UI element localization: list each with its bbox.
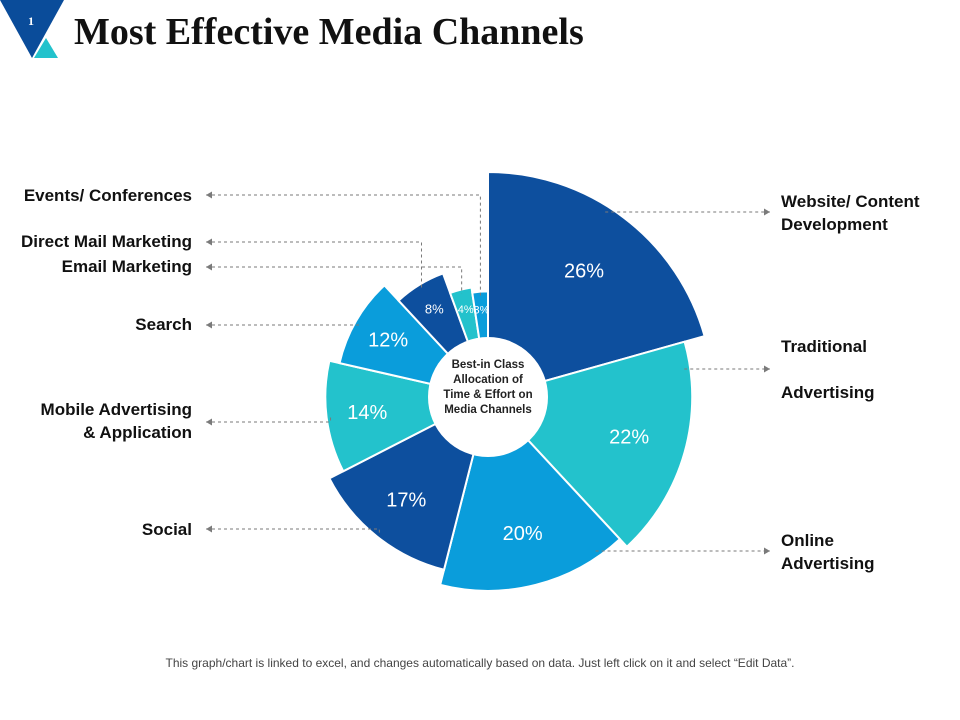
leader-arrow-events-conferences <box>206 191 212 199</box>
leader-arrow-email-marketing <box>206 263 212 271</box>
leader-line-direct-mail-marketing <box>206 241 422 289</box>
channel-label-line: Development <box>781 215 888 234</box>
channel-label-line: Online <box>781 531 834 550</box>
channel-label-line: & Application <box>83 423 192 442</box>
slice-value-label: 20% <box>503 523 543 545</box>
slice-value-label: 4% <box>458 304 474 316</box>
leader-arrow-direct-mail-marketing <box>206 238 212 246</box>
channel-label-line: Advertising <box>781 554 875 573</box>
leader-arrow-search <box>206 321 212 329</box>
leader-line-mobile-advertising-application <box>206 416 332 423</box>
leader-line-events-conferences <box>206 194 481 296</box>
center-label-line: Time & Effort on <box>443 389 533 401</box>
center-label-line: Media Channels <box>444 404 532 416</box>
channel-label-mobile-advertising-application: Mobile Advertising & Application <box>41 398 192 444</box>
channel-label-traditional-advertising: Traditional Advertising <box>781 335 875 404</box>
slice-value-label: 3% <box>474 305 490 317</box>
slice-value-label: 14% <box>347 402 387 424</box>
channel-label-line: Traditional <box>781 337 867 356</box>
slice-value-label: 17% <box>386 489 426 511</box>
leader-line-email-marketing <box>206 266 463 294</box>
slice-value-label: 8% <box>425 302 444 317</box>
leader-arrow-social <box>206 525 212 533</box>
channel-label-line: Social <box>141 520 192 539</box>
slide-title: Most Effective Media Channels <box>74 11 584 53</box>
channel-label-social: Social <box>142 518 192 541</box>
slide-number-badge <box>0 0 64 58</box>
channel-label-line: Mobile Advertising <box>40 400 192 419</box>
channel-label-search: Search <box>135 313 192 336</box>
channel-label-line: Website/ Content <box>781 192 920 211</box>
leader-arrow-traditional-advertising <box>764 365 770 373</box>
center-label-line: Allocation of <box>453 374 523 386</box>
channel-label-direct-mail-marketing: Direct Mail Marketing <box>21 230 192 253</box>
slice-value-label: 22% <box>609 427 649 449</box>
leader-arrow-online-advertising <box>764 547 770 555</box>
slide-number: 1 <box>28 14 34 28</box>
channel-label-line: Events/ Conferences <box>23 186 192 205</box>
channel-label-email-marketing: Email Marketing <box>62 255 192 278</box>
channel-label-line: Direct Mail Marketing <box>21 232 192 251</box>
pie-slice-website-content-development[interactable] <box>487 170 706 399</box>
channel-label-line: Email Marketing <box>61 257 192 276</box>
leader-line-social <box>206 528 380 534</box>
channel-label-line <box>781 358 875 381</box>
channel-label-line: Advertising <box>781 383 875 402</box>
channel-label-events-conferences: Events/ Conferences <box>24 184 192 207</box>
center-label-line: Best-in Class <box>451 359 525 371</box>
leader-arrow-website-content-development <box>764 208 770 216</box>
leader-arrow-mobile-advertising-application <box>206 418 212 426</box>
footer-note: This graph/chart is linked to excel, and… <box>165 656 795 670</box>
chart-center-hole <box>428 337 548 457</box>
channel-label-website-content-development: Website/ Content Development <box>781 190 920 236</box>
slice-value-label: 26% <box>564 260 604 282</box>
slice-value-label: 12% <box>368 329 408 351</box>
channel-label-online-advertising: Online Advertising <box>781 529 875 575</box>
chart-center-label: Best-in Class Allocation of Time & Effor… <box>428 358 548 418</box>
channel-label-line: Search <box>135 315 192 334</box>
